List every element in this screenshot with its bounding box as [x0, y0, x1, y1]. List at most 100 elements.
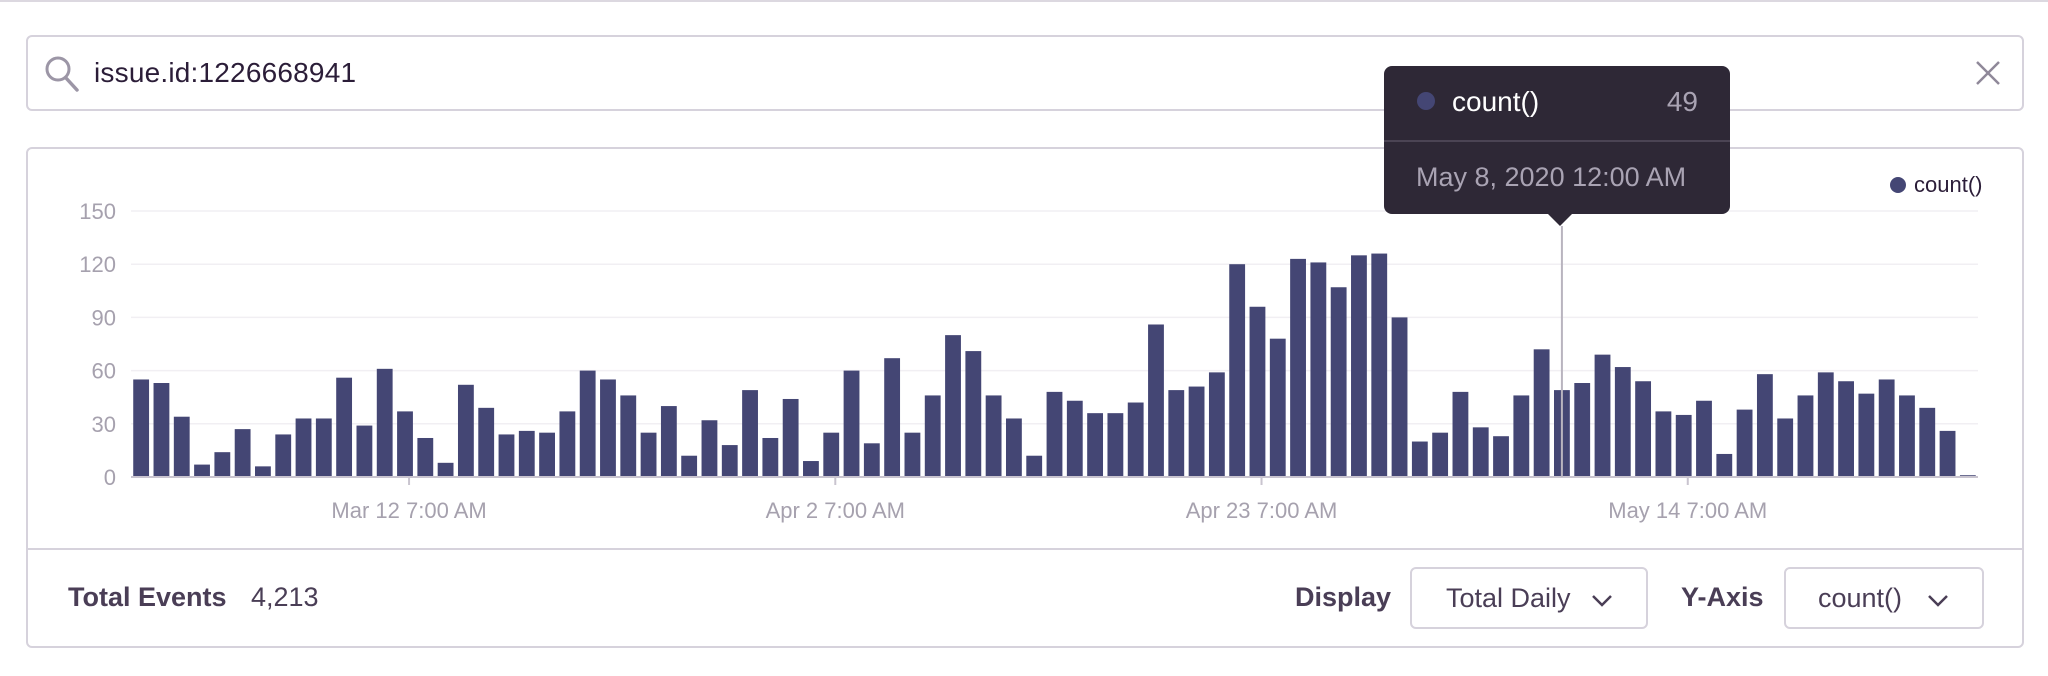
bar[interactable] [1472, 427, 1489, 477]
bar[interactable] [397, 411, 413, 477]
bar[interactable] [1411, 441, 1428, 477]
bar[interactable] [1939, 430, 1956, 477]
bar[interactable] [336, 377, 353, 477]
bar[interactable] [762, 437, 779, 477]
bar[interactable] [843, 370, 860, 477]
bar[interactable] [1736, 409, 1753, 477]
bar[interactable] [559, 411, 576, 477]
bar[interactable] [1696, 400, 1712, 477]
bar[interactable] [620, 395, 637, 477]
bar[interactable] [945, 335, 961, 477]
bar[interactable] [1107, 413, 1124, 477]
y-tick-label: 0 [104, 465, 116, 490]
bar[interactable] [1614, 367, 1631, 477]
bar[interactable] [1026, 455, 1043, 477]
bar[interactable] [417, 437, 434, 477]
bar[interactable] [1148, 324, 1164, 477]
bar[interactable] [1087, 413, 1104, 477]
bar[interactable] [1899, 395, 1915, 477]
bar[interactable] [295, 418, 312, 477]
bar[interactable] [1838, 381, 1854, 477]
bar[interactable] [1756, 374, 1773, 477]
bar[interactable] [1533, 349, 1550, 477]
chart-legend[interactable]: count() [1890, 172, 1982, 198]
bar[interactable] [1188, 386, 1205, 477]
bar[interactable] [173, 416, 190, 477]
bar[interactable] [1452, 391, 1469, 477]
bar[interactable] [194, 464, 210, 477]
display-dropdown[interactable]: Total Daily [1410, 567, 1648, 629]
bar[interactable] [133, 379, 150, 477]
bar[interactable] [1493, 436, 1509, 477]
bar[interactable] [1371, 253, 1388, 477]
x-tick-label: Apr 23 7:00 AM [1186, 498, 1338, 523]
bar[interactable] [904, 432, 921, 477]
bar[interactable] [1594, 354, 1611, 477]
close-icon[interactable] [1972, 57, 2004, 89]
bar[interactable] [376, 368, 393, 477]
bar[interactable] [1858, 393, 1875, 477]
bar[interactable] [1127, 402, 1144, 477]
bar[interactable] [1878, 379, 1895, 477]
bar[interactable] [1351, 255, 1367, 477]
bar[interactable] [1229, 264, 1246, 477]
bar[interactable] [518, 430, 535, 477]
y-axis-dropdown[interactable]: count() [1784, 567, 1984, 629]
bar[interactable] [457, 384, 474, 477]
bar[interactable] [1249, 306, 1266, 477]
y-tick-label: 120 [79, 252, 116, 277]
bar[interactable] [1046, 391, 1063, 477]
bar[interactable] [803, 461, 819, 477]
display-dropdown-value: Total Daily [1446, 583, 1571, 613]
bar[interactable] [1675, 414, 1692, 477]
bar[interactable] [600, 379, 616, 477]
bar[interactable] [1269, 338, 1286, 477]
bar[interactable] [1005, 418, 1022, 477]
bar[interactable] [234, 429, 251, 477]
bar[interactable] [1330, 287, 1347, 477]
bar[interactable] [478, 407, 495, 477]
bar[interactable] [1513, 395, 1530, 477]
bar[interactable] [356, 425, 373, 477]
bar[interactable] [823, 432, 840, 477]
bar[interactable] [863, 443, 880, 477]
bar[interactable] [660, 406, 677, 477]
bar[interactable] [1168, 390, 1185, 477]
bar[interactable] [315, 418, 332, 477]
bar[interactable] [153, 383, 170, 477]
bar[interactable] [1066, 400, 1083, 477]
bar[interactable] [1290, 258, 1306, 477]
bar[interactable] [640, 432, 657, 477]
bar[interactable] [1310, 262, 1327, 477]
bar[interactable] [782, 398, 799, 477]
bar[interactable] [498, 434, 515, 477]
bar[interactable] [1391, 317, 1408, 477]
bar[interactable] [1208, 372, 1225, 477]
bar[interactable] [742, 390, 758, 477]
bar[interactable] [884, 358, 901, 477]
bar[interactable] [255, 466, 271, 477]
bar[interactable] [1716, 453, 1733, 477]
bar[interactable] [1817, 372, 1834, 477]
bar[interactable] [924, 395, 941, 477]
bar[interactable] [214, 452, 231, 477]
bar[interactable] [721, 445, 738, 477]
bar[interactable] [985, 395, 1002, 477]
search-input[interactable]: issue.id:1226668941 [94, 57, 357, 88]
bar[interactable] [275, 434, 292, 477]
bar[interactable] [681, 455, 698, 477]
bar[interactable] [437, 462, 454, 477]
bar[interactable] [579, 370, 596, 477]
bar[interactable] [539, 432, 555, 477]
bar[interactable] [1919, 407, 1936, 477]
bar[interactable] [1574, 383, 1591, 477]
bar[interactable] [1777, 418, 1794, 477]
bar[interactable] [1655, 411, 1672, 477]
bar[interactable] [1432, 432, 1449, 477]
y-axis-label: Y-Axis [1681, 582, 1764, 612]
bar[interactable] [701, 420, 718, 477]
bar[interactable] [1797, 395, 1814, 477]
bar[interactable] [1635, 381, 1652, 477]
bar[interactable] [965, 351, 982, 477]
